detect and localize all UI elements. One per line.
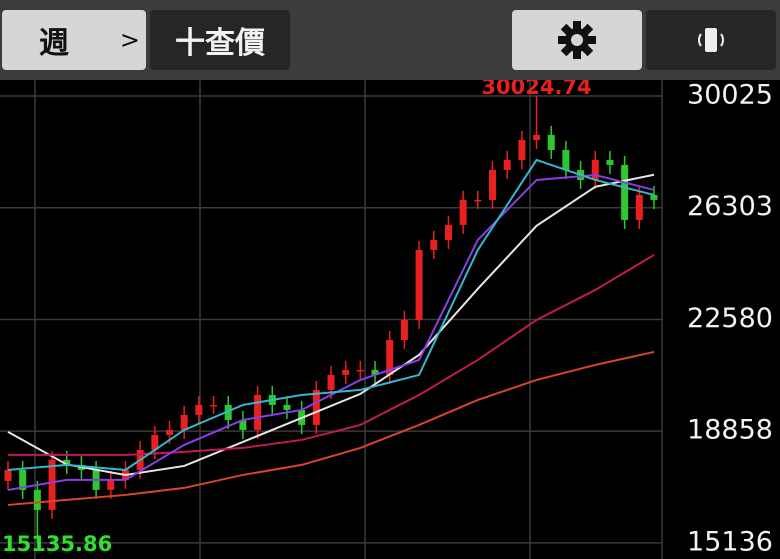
y-tick-label: 15136 [687, 526, 773, 557]
period-label: 週 [39, 26, 69, 61]
candle-body [621, 164, 629, 220]
candle-body [63, 459, 71, 465]
chart: 15136 18858 22580 26303 30025 30024.74 15135.8… [0, 80, 773, 559]
candle-body [312, 389, 320, 425]
candle-body [239, 419, 247, 430]
y-tick-label: 18858 [687, 415, 773, 446]
candle-body [547, 134, 555, 150]
candle-body [386, 339, 394, 375]
low-label: 15135.86 [2, 532, 112, 556]
candle-body [400, 319, 408, 340]
y-tick-label: 26303 [687, 191, 773, 222]
candle-body [415, 249, 423, 320]
rotate-icon [698, 28, 724, 52]
candle-body [195, 404, 203, 415]
candle-body [180, 414, 188, 430]
candle-body [356, 369, 364, 372]
candle-body [371, 369, 379, 375]
ma-line [7, 350, 655, 506]
y-tick-label: 30025 [687, 80, 773, 111]
candle-body [591, 159, 599, 180]
candle-body [444, 224, 452, 240]
candle-body [327, 374, 335, 390]
rotate-button[interactable] [646, 10, 776, 70]
y-tick-label: 22580 [687, 303, 773, 334]
candle-body [489, 169, 496, 200]
candle-body [19, 469, 27, 490]
candle-body [224, 404, 232, 420]
candle-body [210, 404, 218, 407]
candle-body [33, 489, 41, 510]
candle-body [254, 394, 262, 430]
candle-body [107, 479, 115, 490]
candle-body [518, 139, 526, 160]
high-label: 30024.74 [481, 80, 591, 99]
candle-body [342, 369, 350, 375]
candle-body [606, 159, 614, 165]
candle-body [283, 404, 291, 410]
candle-body [459, 199, 467, 225]
period-arrow: > [119, 26, 140, 54]
candle-body [650, 194, 658, 200]
toolbar: 週 > 十查價 [0, 0, 780, 80]
ma-line [8, 254, 655, 456]
period-button[interactable]: 週 > [2, 10, 146, 70]
gear-icon [558, 21, 596, 59]
candle-body [533, 134, 541, 140]
candle-body [151, 434, 159, 450]
candle-body [48, 459, 56, 510]
candle-body [166, 429, 173, 435]
settings-button[interactable] [512, 10, 642, 70]
candle-body [474, 199, 482, 202]
quote-button[interactable]: 十查價 [150, 10, 290, 70]
candle-body [635, 194, 643, 220]
ma-line [7, 158, 655, 471]
candle-body [4, 469, 12, 481]
ma-line [7, 173, 655, 476]
ma-line [7, 173, 655, 491]
candle-body [430, 239, 438, 250]
candle-body [562, 149, 570, 170]
quote-label: 十查價 [175, 26, 265, 61]
candle-body [503, 159, 511, 170]
